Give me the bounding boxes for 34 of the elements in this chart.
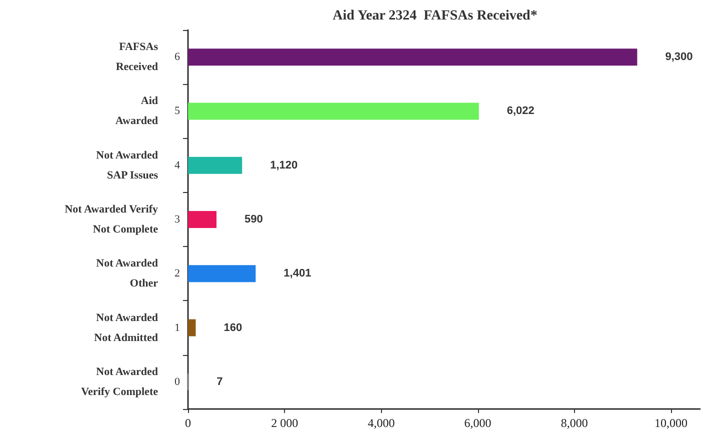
x-tick-label: 4,000 [368,416,395,430]
x-tick-label: 6,000 [464,416,492,430]
data-label: 7 [216,376,223,388]
x-tick-label: 8,000 [560,416,588,430]
text: 3 [174,214,180,226]
bar [188,48,638,66]
text: 0 [174,376,180,388]
x-tick-label: 0 [185,416,191,430]
data-label: 1,401 [284,268,312,280]
x-tick-label: 10,000 [654,416,688,430]
data-label: 9,300 [665,51,693,64]
y-tick-label: Not Awarded Verify Not Complete [64,204,158,236]
x-tick-label: 2 000 [271,416,298,430]
bar [188,265,256,282]
chart-title: Aid Year 2324 FAFSAs Received* [332,8,538,24]
y-tick-label: Aid Awarded [115,95,158,128]
y-tick-label: Not Awarded Not Admitted [94,312,158,344]
text: 6 [174,51,180,64]
text: 2 [174,268,180,280]
y-tick-label: Not Awarded Verify Complete [81,366,158,398]
bar [188,156,242,174]
data-label: 160 [224,322,242,334]
y-tick-label: FAFSAs Received [116,41,159,74]
text: 1 [174,322,180,334]
y-tick-label: Not Awarded SAP Issues [96,149,159,182]
data-label: 1,120 [270,159,298,172]
data-label: 590 [244,214,263,226]
bar [188,319,196,336]
text: 5 [174,105,180,118]
data-label: 6,022 [506,105,534,118]
bar [188,102,479,120]
y-tick-label: Not Awarded Other [96,258,158,290]
bar [188,211,216,228]
text: 4 [174,159,180,172]
